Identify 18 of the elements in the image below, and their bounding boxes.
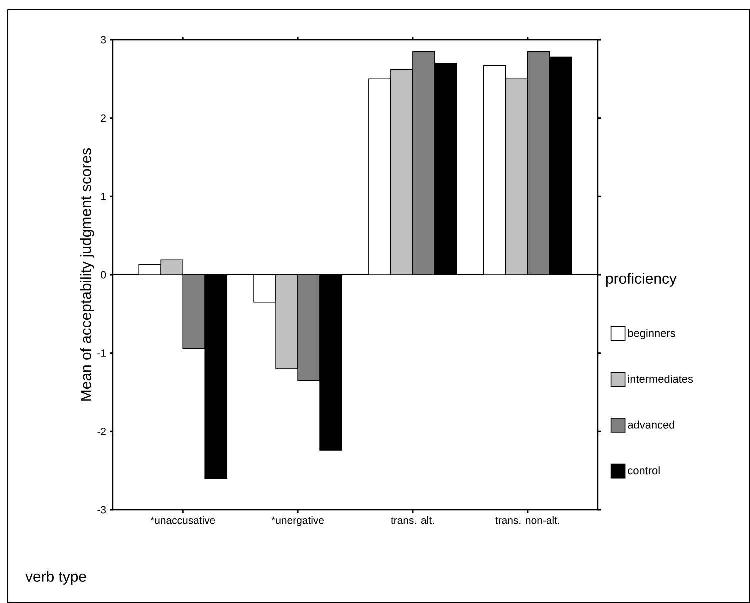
legend-label: intermediates — [628, 375, 694, 384]
x-tick-label: trans. non-alt. — [496, 516, 560, 524]
y-tick-label: -3 — [98, 506, 106, 514]
y-tick-label: 0 — [101, 271, 106, 279]
y-tick-label: 3 — [101, 36, 106, 44]
y-axis-title: Mean of acceptability judgment scores — [80, 148, 94, 401]
y-tick-label: -2 — [98, 428, 106, 436]
legend-title: proficiency — [606, 273, 677, 287]
x-tick-label: trans. alt. — [391, 516, 434, 524]
y-tick-label: 2 — [101, 114, 106, 122]
y-tick-label: -1 — [98, 350, 106, 357]
legend-label: advanced — [628, 420, 675, 429]
y-tick-label: 1 — [101, 193, 106, 200]
legend-label: control — [628, 466, 660, 475]
x-tick-label: *unergative — [272, 516, 324, 526]
x-tick-label: *unaccusative — [150, 516, 216, 524]
legend-label: beginners — [628, 329, 676, 340]
x-axis-title: verb type — [26, 571, 86, 585]
